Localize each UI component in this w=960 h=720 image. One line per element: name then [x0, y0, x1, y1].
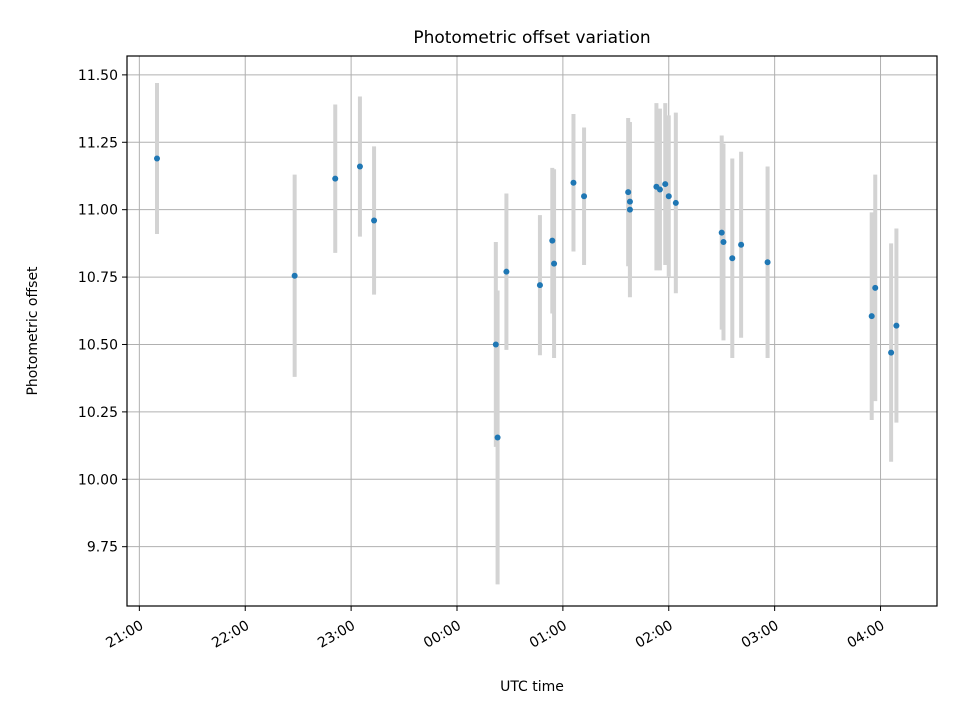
y-tick-label: 11.00: [78, 203, 118, 219]
y-tick-label: 10.50: [78, 337, 118, 353]
data-point: [764, 259, 771, 266]
data-point: [494, 434, 501, 441]
data-point: [626, 198, 633, 205]
data-point: [492, 341, 499, 348]
y-tick-label: 11.50: [78, 68, 118, 84]
data-point: [536, 282, 543, 289]
data-point: [868, 313, 875, 320]
data-point: [672, 199, 679, 206]
data-point: [662, 181, 669, 188]
data-point: [332, 175, 339, 182]
data-point: [570, 179, 577, 186]
data-point: [551, 260, 558, 267]
data-point: [872, 284, 879, 291]
data-point: [154, 155, 160, 162]
data-point: [718, 229, 725, 236]
data-point: [549, 237, 556, 244]
data-point: [356, 163, 363, 170]
chart-title: Photometric offset variation: [413, 28, 650, 48]
data-point: [581, 193, 588, 200]
point-layer: [154, 155, 900, 441]
y-tick-label: 9.75: [87, 540, 118, 556]
data-point: [720, 239, 727, 246]
data-point: [665, 193, 672, 200]
data-point: [888, 349, 895, 356]
plot-area-frame: [126, 55, 938, 607]
y-tick-label: 10.25: [78, 405, 118, 421]
x-axis-title: UTC time: [500, 679, 564, 695]
y-tick-label: 10.00: [78, 472, 118, 488]
data-point: [291, 272, 298, 279]
y-axis-ticks: 9.75 10.00 10.25 10.50 10.75 11.00 11.25 11.50: [78, 68, 127, 556]
data-point: [729, 255, 736, 262]
data-point: [503, 268, 510, 275]
data-point: [371, 217, 378, 224]
y-axis-title: Photometric offset: [25, 266, 41, 396]
data-point: [738, 241, 745, 248]
y-tick-label: 10.75: [78, 270, 118, 286]
data-point: [656, 186, 663, 193]
data-point: [625, 189, 632, 196]
data-point: [626, 206, 633, 213]
data-point: [893, 322, 900, 329]
y-tick-label: 11.25: [78, 135, 118, 151]
